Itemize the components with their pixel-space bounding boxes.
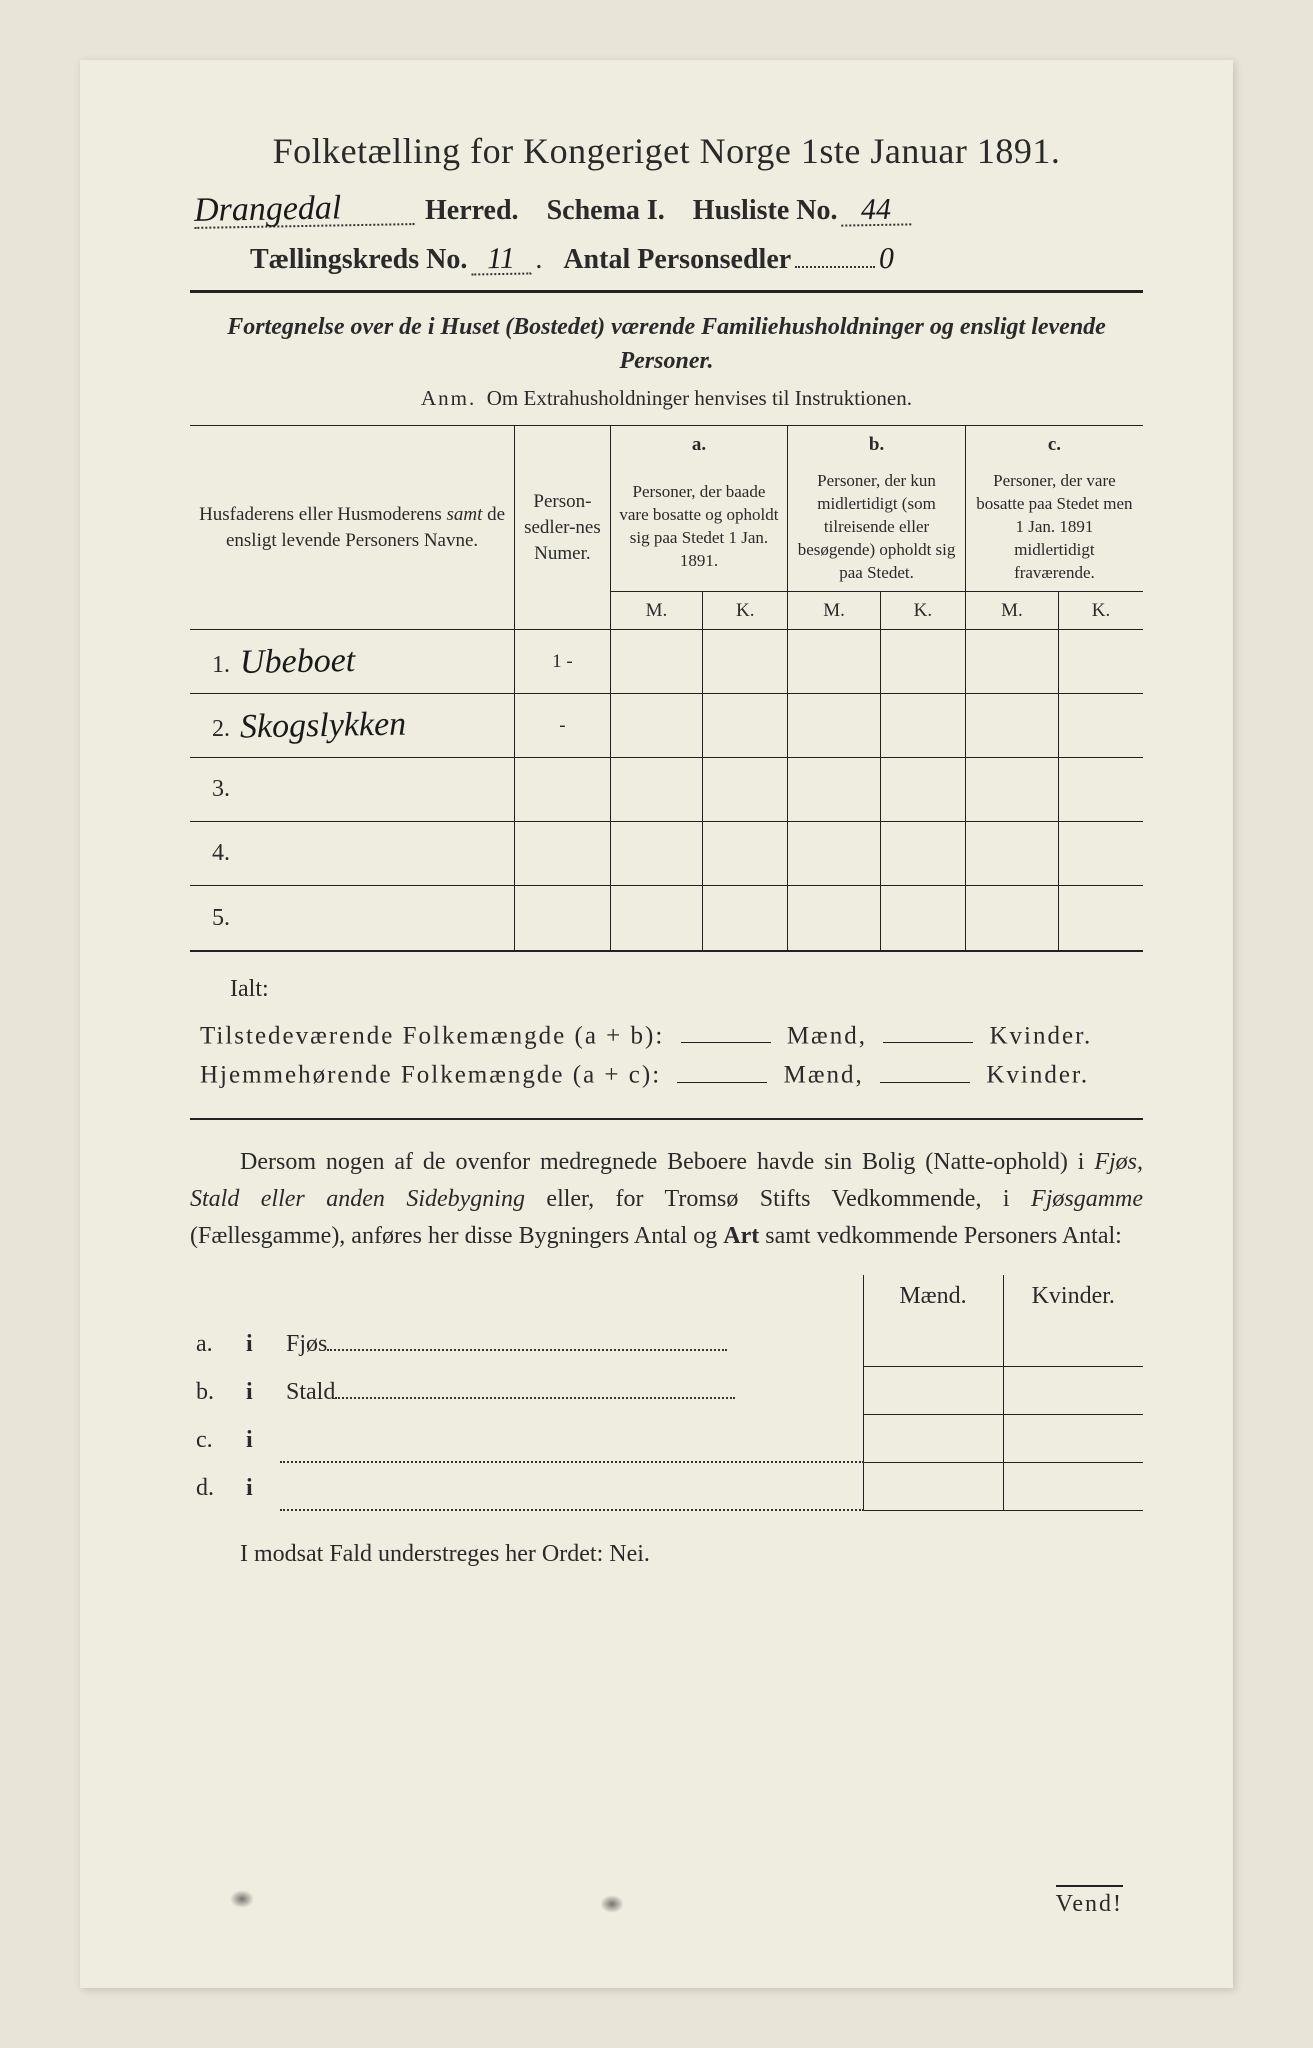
- table-row: 2. Skogslykken -: [190, 694, 1143, 758]
- header-row-2: Tællingskreds No. 11 . Antal Personsedle…: [190, 237, 1143, 276]
- building-table: Mænd. Kvinder. a. i Fjøs b. i Stald c. i…: [190, 1275, 1143, 1511]
- header-row-1: Drangedal Herred. Schema I. Husliste No.…: [190, 190, 1143, 227]
- footer-line: I modsat Fald understreges her Ordet: Ne…: [190, 1541, 1143, 1568]
- col-header-c-top: c.: [965, 426, 1143, 464]
- building-kvinder-header: Kvinder.: [1003, 1275, 1143, 1318]
- vend-label: Vend!: [1056, 1885, 1123, 1918]
- main-title: Folketælling for Kongeriget Norge 1ste J…: [190, 130, 1143, 172]
- anm-line: Anm. Om Extrahusholdninger henvises til …: [190, 386, 1143, 411]
- table-row: 3.: [190, 758, 1143, 822]
- col-b-k: K.: [880, 591, 965, 630]
- col-header-b: Personer, der kun midlertidigt (som tilr…: [788, 464, 966, 591]
- col-a-m: M.: [610, 591, 703, 630]
- table-row: 1. Ubeboet 1 -: [190, 630, 1143, 694]
- ink-smudge: [600, 1895, 624, 1913]
- census-form-page: Folketælling for Kongeriget Norge 1ste J…: [80, 60, 1233, 1988]
- building-maend-header: Mænd.: [863, 1275, 1003, 1318]
- col-a-k: K.: [703, 591, 788, 630]
- col-header-a-top: a.: [610, 426, 788, 464]
- summary-resident: Hjemmehørende Folkemængde (a + c): Mænd,…: [200, 1060, 1143, 1090]
- col-header-b-top: b.: [788, 426, 966, 464]
- col-header-number: Person-sedler-nes Numer.: [515, 426, 610, 630]
- kreds-handwritten: 11: [471, 242, 532, 276]
- antal-label: Antal Personsedler: [563, 244, 791, 276]
- herred-handwritten: Drangedal: [194, 188, 415, 229]
- husliste-handwritten: 44: [841, 192, 912, 226]
- herred-label: Herred.: [425, 195, 519, 227]
- main-table: Husfaderens eller Husmoderens samt de en…: [190, 425, 1143, 949]
- building-row: b. i Stald: [190, 1366, 1143, 1414]
- building-row: a. i Fjøs: [190, 1318, 1143, 1366]
- ialt-label: Ialt:: [230, 976, 1143, 1003]
- divider-2: [190, 1118, 1143, 1120]
- subtitle: Fortegnelse over de i Huset (Bostedet) v…: [190, 311, 1143, 378]
- col-c-m: M.: [965, 591, 1058, 630]
- col-header-a: Personer, der baade vare bosatte og opho…: [610, 464, 788, 591]
- building-row: c. i: [190, 1414, 1143, 1462]
- col-c-k: K.: [1059, 591, 1143, 630]
- col-header-c: Personer, der vare bosatte paa Stedet me…: [965, 464, 1143, 591]
- husliste-label: Husliste No.: [693, 195, 838, 227]
- table-row: 4.: [190, 822, 1143, 886]
- table-row: 5.: [190, 886, 1143, 950]
- building-paragraph: Dersom nogen af de ovenfor medregnede Be…: [190, 1144, 1143, 1256]
- col-header-names: Husfaderens eller Husmoderens samt de en…: [190, 426, 515, 630]
- antal-handwritten: 0: [879, 242, 895, 276]
- col-b-m: M.: [788, 591, 881, 630]
- schema-label: Schema I.: [547, 195, 665, 227]
- kreds-label: Tællingskreds No.: [250, 244, 467, 276]
- building-row: d. i: [190, 1462, 1143, 1510]
- divider-1: [190, 290, 1143, 293]
- summary-present: Tilstedeværende Folkemængde (a + b): Mæn…: [200, 1021, 1143, 1051]
- ink-smudge: [230, 1890, 254, 1908]
